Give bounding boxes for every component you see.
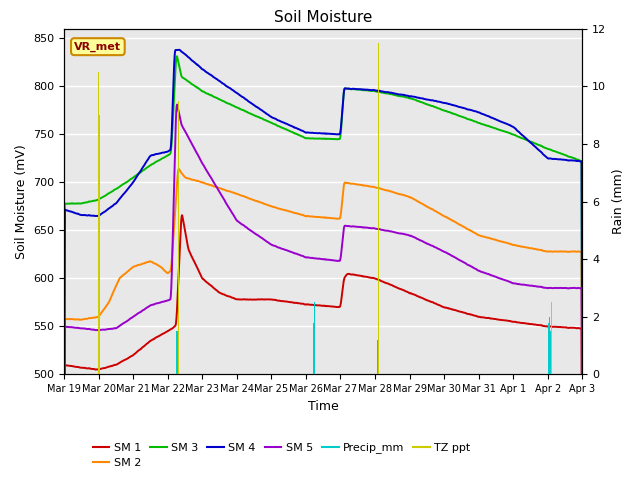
Text: VR_met: VR_met [74, 42, 122, 52]
Title: Soil Moisture: Soil Moisture [274, 10, 372, 25]
Legend: SM 1, SM 2, SM 3, SM 4, SM 5, Precip_mm, TZ ppt: SM 1, SM 2, SM 3, SM 4, SM 5, Precip_mm,… [88, 438, 475, 472]
X-axis label: Time: Time [308, 400, 339, 413]
Y-axis label: Rain (mm): Rain (mm) [612, 169, 625, 234]
Y-axis label: Soil Moisture (mV): Soil Moisture (mV) [15, 144, 28, 259]
